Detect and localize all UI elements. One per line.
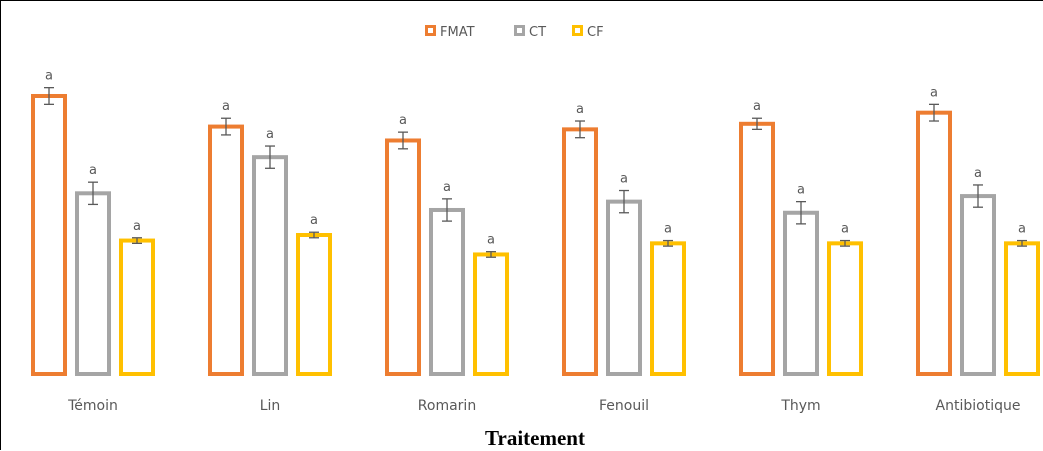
error-bar-cf-thym <box>840 239 850 247</box>
significance-label-fmat-fenouil: a <box>576 102 584 117</box>
significance-label-cf-temoin: a <box>133 219 141 234</box>
legend: FMAT CT CF <box>425 25 604 40</box>
bar-ct-lin <box>252 155 288 376</box>
significance-label-fmat-lin: a <box>222 99 230 114</box>
legend-item-ct: CT <box>514 25 546 40</box>
error-bar-ct-temoin <box>88 181 98 206</box>
significance-label-cf-fenouil: a <box>664 222 672 237</box>
bar-ct-temoin <box>75 191 111 376</box>
significance-label-fmat-temoin: a <box>45 69 53 84</box>
significance-label-ct-thym: a <box>797 183 805 198</box>
error-bar-ct-romarin <box>442 198 452 222</box>
error-bar-fmat-romarin <box>398 131 408 150</box>
error-bar-ct-antibiotique <box>973 184 983 208</box>
significance-label-cf-thym: a <box>841 222 849 237</box>
legend-swatch-fmat <box>425 25 436 36</box>
significance-label-cf-lin: a <box>310 213 318 228</box>
significance-label-cf-romarin: a <box>487 233 495 248</box>
error-bar-fmat-lin <box>221 117 231 136</box>
bars-group: a a a a a a a a a a a a a a a a a a <box>31 69 1040 377</box>
error-bar-fmat-thym <box>752 117 762 131</box>
x-tick-label-romarin: Romarin <box>418 398 476 414</box>
x-axis-title: Traitement <box>485 426 585 450</box>
significance-label-cf-antibiotique: a <box>1018 222 1026 237</box>
x-tick-label-fenouil: Fenouil <box>599 398 649 414</box>
error-bar-cf-antibiotique <box>1017 239 1027 247</box>
legend-item-fmat: FMAT <box>425 25 475 40</box>
x-tick-label-thym: Thym <box>780 398 820 414</box>
bar-cf-temoin <box>119 238 155 376</box>
legend-label-fmat: FMAT <box>440 25 475 40</box>
error-bar-cf-romarin <box>486 251 496 258</box>
error-bar-cf-fenouil <box>663 239 673 247</box>
bar-fmat-thym <box>739 121 775 376</box>
bar-cf-thym <box>827 241 863 376</box>
bar-fmat-temoin <box>31 94 67 376</box>
significance-label-fmat-antibiotique: a <box>930 85 938 100</box>
error-bar-ct-lin <box>265 145 275 169</box>
x-axis-ticks: Témoin Lin Romarin Fenouil Thym Antibiotique <box>67 398 1020 414</box>
bar-ct-romarin <box>429 207 465 376</box>
bar-cf-lin <box>296 233 332 376</box>
legend-label-cf: CF <box>587 25 604 40</box>
legend-label-ct: CT <box>529 25 546 40</box>
legend-item-cf: CF <box>572 25 604 40</box>
error-bar-fmat-fenouil <box>575 120 585 139</box>
significance-label-ct-antibiotique: a <box>974 166 982 181</box>
significance-label-fmat-thym: a <box>753 99 761 114</box>
legend-swatch-cf <box>572 25 583 36</box>
bar-cf-antibiotique <box>1004 241 1040 376</box>
error-bar-ct-thym <box>796 200 806 225</box>
significance-label-ct-fenouil: a <box>620 172 628 187</box>
error-bar-cf-temoin <box>132 237 142 244</box>
significance-label-fmat-romarin: a <box>399 113 407 128</box>
bar-fmat-antibiotique <box>916 110 952 377</box>
bar-fmat-fenouil <box>562 127 598 376</box>
error-bar-ct-fenouil <box>619 189 629 214</box>
error-bar-fmat-temoin <box>44 87 54 105</box>
significance-label-ct-temoin: a <box>89 163 97 178</box>
significance-label-ct-romarin: a <box>443 180 451 195</box>
bar-cf-fenouil <box>650 241 686 376</box>
bar-cf-romarin <box>473 252 509 377</box>
significance-label-ct-lin: a <box>266 127 274 142</box>
legend-swatch-ct <box>514 25 525 36</box>
x-tick-label-lin: Lin <box>260 398 281 414</box>
bar-fmat-lin <box>208 124 244 376</box>
bar-fmat-romarin <box>385 138 421 376</box>
error-bar-fmat-antibiotique <box>929 103 939 122</box>
x-tick-label-antibiotique: Antibiotique <box>936 398 1021 414</box>
bar-ct-fenouil <box>606 199 642 376</box>
x-tick-label-temoin: Témoin <box>67 398 118 414</box>
bar-ct-thym <box>783 210 819 376</box>
error-bar-cf-lin <box>309 231 319 239</box>
bar-ct-antibiotique <box>960 194 996 376</box>
